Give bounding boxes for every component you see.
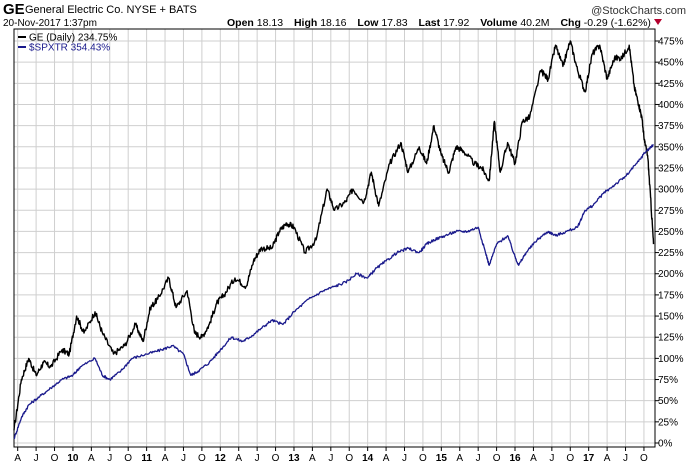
- x-tick-label: 12: [215, 453, 227, 464]
- last-value: 17.92: [443, 17, 470, 29]
- x-tick-label: O: [272, 453, 280, 464]
- x-tick-label: O: [419, 453, 427, 464]
- high-value: 18.16: [320, 17, 347, 29]
- x-tick-label: A: [88, 453, 95, 464]
- x-tick-label: A: [162, 453, 169, 464]
- x-tick-label: J: [181, 453, 186, 464]
- x-tick-label: A: [604, 453, 611, 464]
- y-tick-label: 475%: [658, 37, 684, 48]
- y-tick-label: 450%: [658, 58, 684, 69]
- y-axis: 0% 25% 50% 75% 100% 125% 150% 175% 200% 225% 250% 2…: [655, 37, 684, 450]
- x-tick-label: J: [402, 453, 407, 464]
- chg-value: -0.29 (-1.62%): [583, 17, 651, 29]
- x-tick-label: O: [51, 453, 59, 464]
- x-tick-label: 14: [362, 453, 374, 464]
- series-lines: [13, 40, 655, 440]
- x-tick-label: O: [124, 453, 132, 464]
- plot-frame: [13, 28, 656, 448]
- low-label: Low: [357, 17, 379, 29]
- x-tick-label: A: [456, 453, 463, 464]
- y-tick-label: 225%: [658, 248, 684, 259]
- ticker-symbol: GE: [3, 1, 25, 18]
- y-tick-label: 425%: [658, 79, 684, 90]
- y-tick-label: 125%: [658, 333, 684, 344]
- x-tick-label: J: [549, 453, 554, 464]
- x-tick-label: J: [476, 453, 481, 464]
- y-tick-label: 75%: [658, 375, 678, 386]
- x-tick-label: A: [383, 453, 390, 464]
- x-tick-label: J: [107, 453, 112, 464]
- y-tick-label: 275%: [658, 206, 684, 217]
- x-tick-label: 13: [288, 453, 300, 464]
- quote-date: 20-Nov-2017 1:37pm: [3, 18, 97, 29]
- grid-lines: [14, 29, 655, 447]
- x-tick-label: J: [34, 453, 39, 464]
- x-tick-label: O: [345, 453, 353, 464]
- x-tick-label: 11: [141, 453, 152, 464]
- x-tick-label: 10: [67, 453, 79, 464]
- x-tick-label: J: [328, 453, 333, 464]
- last-label: Last: [418, 17, 441, 29]
- y-tick-label: 150%: [658, 312, 684, 323]
- ge-price-line: [13, 40, 655, 431]
- x-tick-label: J: [255, 453, 260, 464]
- volume-label: Volume: [480, 17, 518, 29]
- x-tick-label: A: [530, 453, 537, 464]
- open-label: Open: [227, 17, 254, 29]
- volume-value: 40.2M: [520, 17, 550, 29]
- x-tick-label: O: [640, 453, 648, 464]
- y-tick-label: 400%: [658, 100, 684, 111]
- open-value: 18.13: [256, 17, 284, 29]
- low-value: 17.83: [381, 17, 408, 29]
- legend: GE (Daily) 234.75%$SPXTR 354.43%: [18, 33, 117, 54]
- down-arrow-icon: [653, 19, 662, 25]
- y-tick-label: 0%: [658, 439, 673, 450]
- quote-bar: Open 18.13 High 18.16 Low 17.83 Last 17.…: [227, 17, 662, 29]
- y-tick-label: 200%: [658, 269, 684, 280]
- y-tick-label: 300%: [658, 185, 684, 196]
- legend-entry: GE (Daily) 234.75%: [29, 33, 117, 44]
- y-tick-label: 100%: [658, 354, 684, 365]
- high-label: High: [293, 17, 318, 29]
- x-tick-label: O: [198, 453, 206, 464]
- y-tick-label: 350%: [658, 142, 684, 153]
- legend-entry: $SPXTR 354.43%: [29, 43, 110, 54]
- x-tick-label: 16: [509, 453, 521, 464]
- x-tick-label: O: [493, 453, 501, 464]
- y-tick-label: 375%: [658, 121, 684, 132]
- stockcharts-watermark: @StockCharts.com: [591, 5, 686, 17]
- x-tick-label: 17: [583, 453, 595, 464]
- x-tick-label: A: [14, 453, 21, 464]
- y-tick-label: 25%: [658, 417, 678, 428]
- y-tick-label: 325%: [658, 163, 684, 174]
- x-tick-label: A: [235, 453, 242, 464]
- chg-label: Chg: [560, 17, 581, 29]
- y-tick-label: 50%: [658, 396, 678, 407]
- company-name: General Electric Co. NYSE + BATS: [25, 4, 197, 16]
- x-tick-label: A: [309, 453, 316, 464]
- y-tick-label: 175%: [658, 290, 684, 301]
- spxtr-line: [13, 144, 654, 440]
- y-tick-label: 250%: [658, 227, 684, 238]
- x-tick-label: O: [566, 453, 574, 464]
- x-axis: A J O 10 A J O 11 A J O 12 A J O 13 A J O 14 A J O 15 A J O 16 A J O 17…: [14, 447, 648, 464]
- x-tick-label: 15: [436, 453, 448, 464]
- x-tick-label: J: [623, 453, 628, 464]
